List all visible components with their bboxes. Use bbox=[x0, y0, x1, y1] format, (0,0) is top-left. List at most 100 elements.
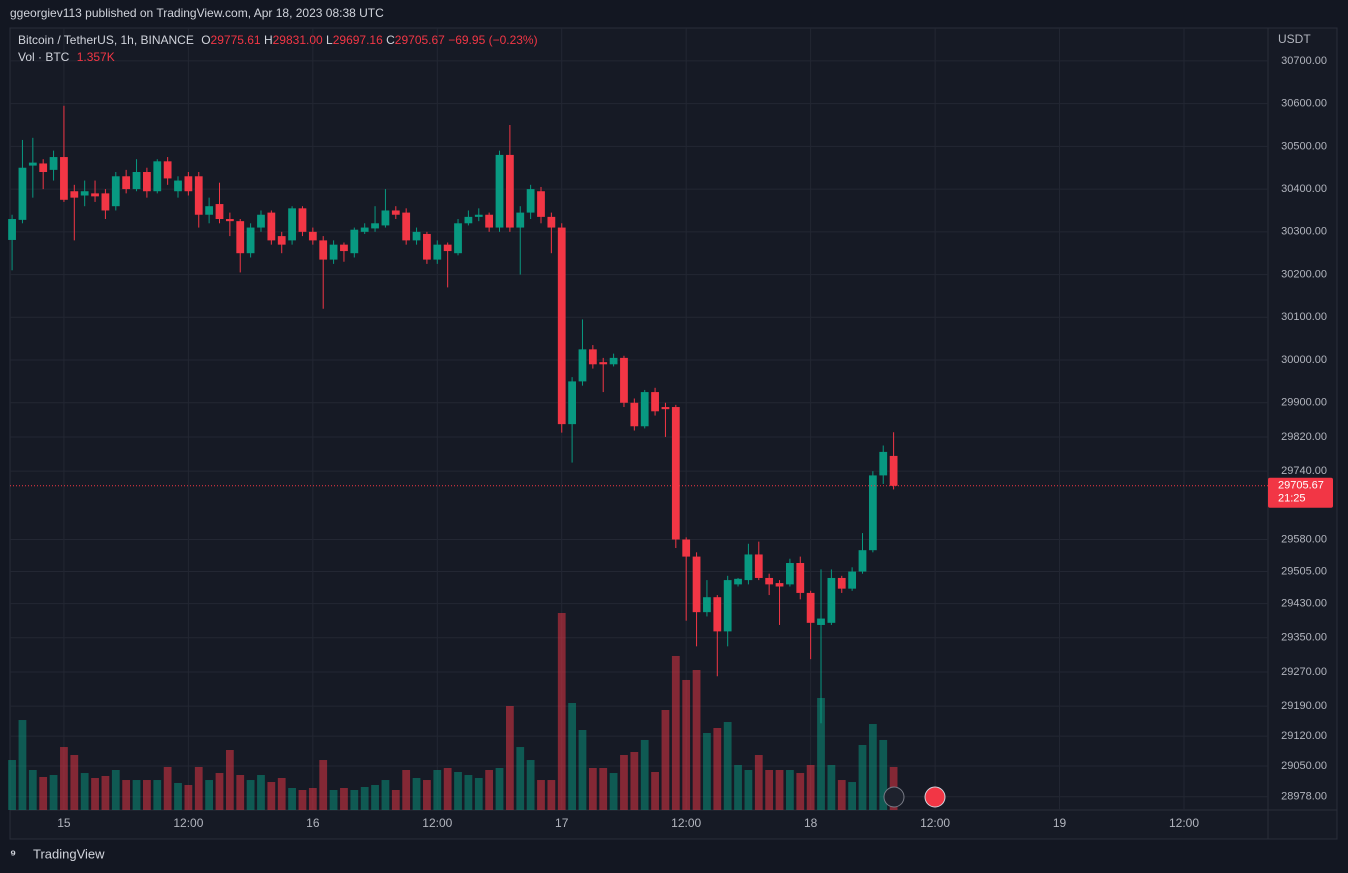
candle-body bbox=[557, 227, 566, 425]
candle-body bbox=[723, 580, 732, 632]
candle-body bbox=[879, 451, 888, 476]
candle-body bbox=[288, 208, 296, 241]
x-tick-label: 12:00 bbox=[671, 816, 701, 830]
volume-bar bbox=[184, 784, 193, 810]
volume-bar bbox=[609, 773, 618, 810]
volume-bar bbox=[837, 780, 846, 810]
candle-body bbox=[350, 229, 359, 254]
candle-body bbox=[184, 176, 193, 192]
volume-bar bbox=[143, 780, 151, 810]
volume-bar bbox=[132, 780, 141, 810]
volume-bar bbox=[153, 780, 162, 810]
volume-bar bbox=[423, 780, 431, 810]
volume-bar bbox=[70, 755, 79, 810]
y-tick-label: 29505.00 bbox=[1281, 565, 1327, 577]
candle-body bbox=[505, 154, 514, 228]
candle-body bbox=[215, 204, 224, 220]
volume-bars bbox=[8, 613, 898, 810]
candle-body bbox=[516, 212, 525, 228]
candle-body bbox=[360, 227, 369, 232]
candle-body bbox=[588, 349, 597, 365]
volume-bar bbox=[516, 747, 525, 810]
y-tick-label: 30100.00 bbox=[1281, 311, 1327, 323]
volume-bar bbox=[661, 709, 670, 810]
volume-bar bbox=[754, 755, 763, 810]
y-tick-label: 29190.00 bbox=[1281, 700, 1327, 712]
volume-bar bbox=[557, 613, 566, 810]
candle-body bbox=[827, 577, 836, 623]
volume-bar bbox=[703, 733, 711, 810]
y-axis-label: USDT bbox=[1278, 32, 1311, 46]
candle-body bbox=[143, 172, 151, 192]
candle-body bbox=[174, 180, 182, 192]
volume-bar bbox=[454, 771, 462, 810]
volume-bar bbox=[122, 780, 131, 810]
candle-body bbox=[8, 219, 16, 240]
candle-body bbox=[443, 244, 452, 252]
y-tick-label: 29900.00 bbox=[1281, 397, 1327, 409]
volume-bar bbox=[39, 777, 48, 810]
candle-body bbox=[91, 193, 99, 197]
volume-bar bbox=[537, 780, 545, 810]
candle-body bbox=[568, 381, 576, 425]
candle-body bbox=[111, 176, 120, 207]
high: 29831.00 bbox=[273, 33, 323, 47]
y-tick-label: 28978.00 bbox=[1281, 791, 1327, 803]
y-tick-label: 29820.00 bbox=[1281, 431, 1327, 443]
x-tick-label: 18 bbox=[804, 816, 818, 830]
volume-bar bbox=[443, 768, 452, 810]
candle-body bbox=[381, 210, 390, 226]
volume-bar bbox=[412, 777, 421, 810]
candle-body bbox=[412, 231, 421, 241]
candle-body bbox=[101, 193, 110, 211]
candle-body bbox=[806, 592, 815, 623]
volume-bar bbox=[858, 744, 867, 810]
y-tick-label: 29740.00 bbox=[1281, 465, 1327, 477]
volume-bar bbox=[464, 775, 473, 810]
volume-bar bbox=[485, 769, 494, 810]
volume-bar bbox=[215, 773, 224, 810]
candle-body bbox=[609, 357, 618, 365]
y-tick-label: 30500.00 bbox=[1281, 140, 1327, 152]
event-icon[interactable] bbox=[924, 786, 946, 808]
event-icon[interactable] bbox=[883, 786, 905, 808]
candle-body bbox=[786, 563, 794, 585]
candle-body bbox=[205, 206, 214, 215]
volume-bar bbox=[360, 786, 369, 810]
volume-bar bbox=[194, 766, 203, 810]
candle-body bbox=[257, 214, 265, 228]
volume-bar bbox=[671, 655, 680, 810]
volume-bar bbox=[163, 766, 172, 810]
change: −69.95 (−0.23%) bbox=[448, 33, 537, 47]
volume-bar bbox=[91, 777, 99, 810]
volume-bar bbox=[599, 768, 608, 810]
volume-bar bbox=[620, 755, 628, 810]
candle-body bbox=[474, 214, 483, 217]
volume-bar bbox=[775, 769, 784, 810]
volume-bar bbox=[329, 789, 338, 810]
volume-bar bbox=[786, 769, 794, 810]
legend: Bitcoin / TetherUS, 1h, BINANCE O29775.6… bbox=[18, 33, 538, 47]
y-tick-label: 29350.00 bbox=[1281, 632, 1327, 644]
candle-body bbox=[599, 362, 608, 365]
candle-body bbox=[433, 244, 442, 260]
candle-body bbox=[640, 392, 649, 427]
volume-bar bbox=[257, 775, 265, 810]
candle-body bbox=[651, 392, 659, 412]
candle-body bbox=[464, 216, 473, 224]
candle-body bbox=[661, 407, 670, 410]
volume-bar bbox=[827, 764, 836, 810]
volume-bar bbox=[651, 771, 659, 810]
volume-bar bbox=[8, 760, 16, 810]
volume-bar bbox=[796, 773, 805, 810]
candle-body bbox=[734, 578, 742, 585]
candle-body bbox=[703, 597, 711, 613]
candle-body bbox=[858, 550, 867, 572]
candle-body bbox=[868, 475, 877, 551]
open: 29775.61 bbox=[211, 33, 261, 47]
volume-bar bbox=[734, 764, 742, 810]
y-tick-label: 29050.00 bbox=[1281, 760, 1327, 772]
candle-body bbox=[28, 162, 37, 166]
x-tick-label: 15 bbox=[57, 816, 71, 830]
